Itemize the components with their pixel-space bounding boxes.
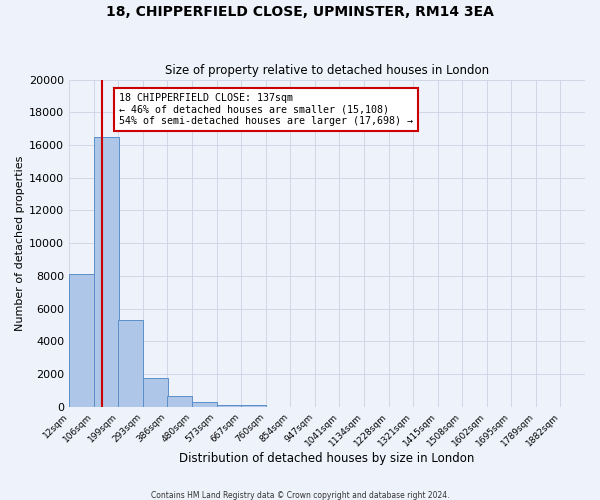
X-axis label: Distribution of detached houses by size in London: Distribution of detached houses by size …	[179, 452, 475, 465]
Bar	[241, 405, 266, 407]
Title: Size of property relative to detached houses in London: Size of property relative to detached ho…	[165, 64, 489, 77]
Y-axis label: Number of detached properties: Number of detached properties	[15, 156, 25, 331]
Bar	[94, 137, 119, 407]
Bar	[192, 402, 217, 407]
Bar	[143, 378, 167, 407]
Text: 18 CHIPPERFIELD CLOSE: 137sqm
← 46% of detached houses are smaller (15,108)
54% : 18 CHIPPERFIELD CLOSE: 137sqm ← 46% of d…	[119, 92, 413, 126]
Bar	[217, 404, 241, 407]
Text: Contains HM Land Registry data © Crown copyright and database right 2024.: Contains HM Land Registry data © Crown c…	[151, 490, 449, 500]
Bar	[69, 274, 94, 407]
Bar	[118, 320, 143, 407]
Bar	[167, 396, 192, 407]
Text: 18, CHIPPERFIELD CLOSE, UPMINSTER, RM14 3EA: 18, CHIPPERFIELD CLOSE, UPMINSTER, RM14 …	[106, 5, 494, 19]
